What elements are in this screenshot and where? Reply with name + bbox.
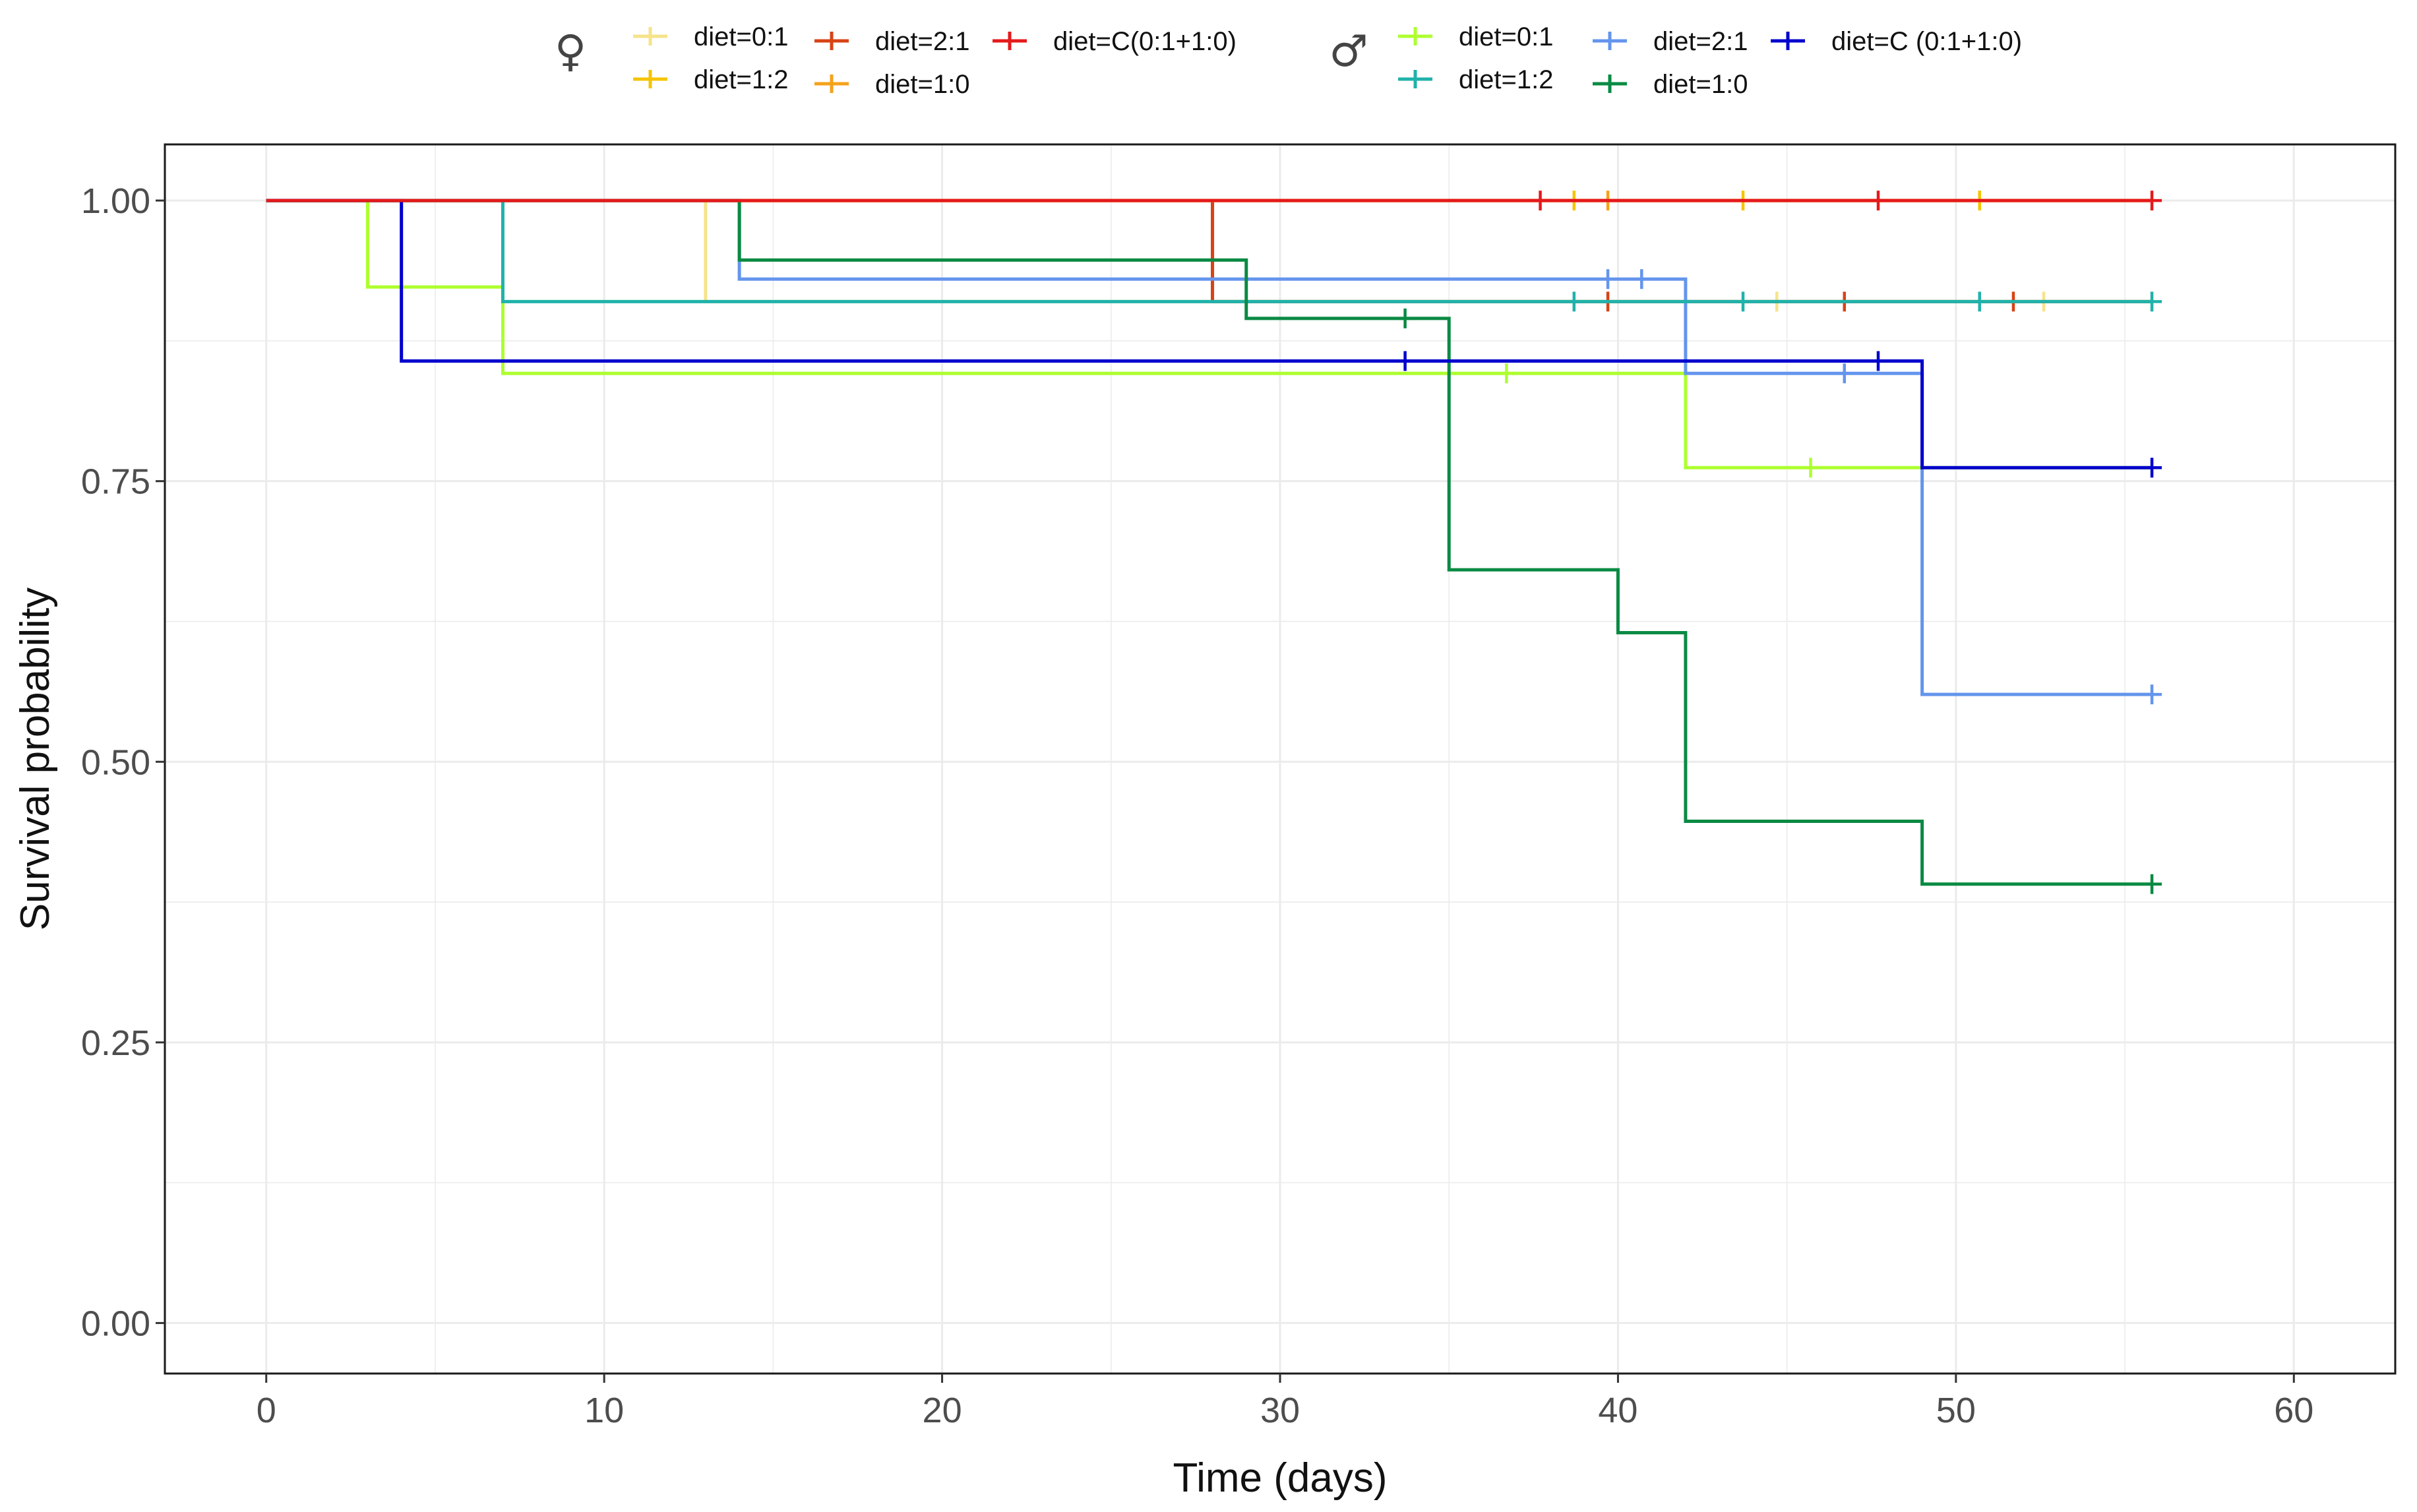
legend-label: diet=C(0:1+1:0)	[1053, 27, 1237, 56]
legend-item: diet=0:1	[633, 22, 788, 51]
legend-label: diet=1:2	[694, 65, 788, 94]
legend-item: diet=C(0:1+1:0)	[993, 27, 1237, 56]
y-tick-label: 0.00	[81, 1304, 150, 1343]
legend-label: diet=C (0:1+1:0)	[1831, 27, 2022, 56]
y-tick-label: 0.25	[81, 1023, 150, 1063]
censor-mark	[2142, 684, 2162, 705]
censor-mark	[1868, 351, 1888, 371]
censor-mark	[1800, 458, 1821, 478]
censor-mark	[2142, 874, 2162, 894]
censor-mark	[1733, 291, 1754, 312]
legend-item: diet=2:1	[1593, 27, 1748, 56]
censor-mark	[1969, 291, 1990, 312]
legend-item: diet=0:1	[1398, 22, 1553, 51]
legend-male-symbol: ♂	[1329, 26, 1368, 76]
censor-mark	[1632, 269, 1652, 289]
legend-label: diet=1:0	[875, 70, 969, 99]
axes: 0 10 20 30 40 50 60 0.00 0.25 0.50 0.75 1.00	[81, 181, 2313, 1430]
series-step-line	[266, 198, 2153, 469]
censor-mark	[2142, 458, 2162, 478]
legend-label: diet=2:1	[875, 27, 969, 56]
legend-item: diet=1:0	[1593, 70, 1748, 99]
legend-item: diet=2:1	[814, 27, 969, 56]
series-step-line	[266, 198, 2153, 886]
series-male-diet-0-1	[266, 198, 2153, 478]
legend-label: diet=1:0	[1653, 70, 1748, 99]
y-axis-title: Survival probability	[13, 588, 58, 930]
y-tick-label: 0.75	[81, 462, 150, 502]
censor-mark	[1395, 308, 1415, 328]
legend-item: diet=1:2	[1398, 65, 1553, 94]
censor-mark	[1834, 363, 1854, 384]
x-tick-label: 30	[1260, 1391, 1300, 1430]
censor-mark	[1395, 351, 1415, 371]
legend: ♀ ♂ diet=0:1 diet=2:1 diet=1:2 diet=1:0 diet…	[555, 22, 2022, 99]
series-male-diet-1-0	[266, 198, 2162, 894]
y-tick-label: 1.00	[81, 181, 150, 221]
legend-item: diet=C (0:1+1:0)	[1771, 27, 2022, 56]
legend-item: diet=1:0	[814, 70, 969, 99]
legend-female-symbol: ♀	[555, 26, 586, 76]
legend-label: diet=1:2	[1459, 65, 1553, 94]
censor-mark	[1564, 291, 1584, 312]
x-tick-label: 50	[1936, 1391, 1976, 1430]
series-layer	[266, 191, 2162, 894]
x-tick-label: 0	[257, 1391, 276, 1430]
x-axis-title: Time (days)	[1173, 1455, 1388, 1501]
censor-mark	[1496, 363, 1517, 384]
legend-label: diet=0:1	[694, 22, 788, 51]
series-female-diet-c-0-1-1-0-	[266, 191, 2162, 211]
legend-label: diet=0:1	[1459, 22, 1553, 51]
censor-mark	[2142, 191, 2162, 211]
legend-label: diet=2:1	[1653, 27, 1748, 56]
x-tick-label: 40	[1598, 1391, 1637, 1430]
x-tick-label: 20	[923, 1391, 962, 1430]
x-tick-label: 60	[2274, 1391, 2313, 1430]
censor-mark	[1530, 191, 1550, 211]
y-tick-label: 0.50	[81, 742, 150, 782]
x-tick-label: 10	[584, 1391, 624, 1430]
censor-mark	[2142, 291, 2162, 312]
censor-mark	[1598, 269, 1618, 289]
censor-mark	[1868, 191, 1888, 211]
legend-item: diet=1:2	[633, 65, 788, 94]
